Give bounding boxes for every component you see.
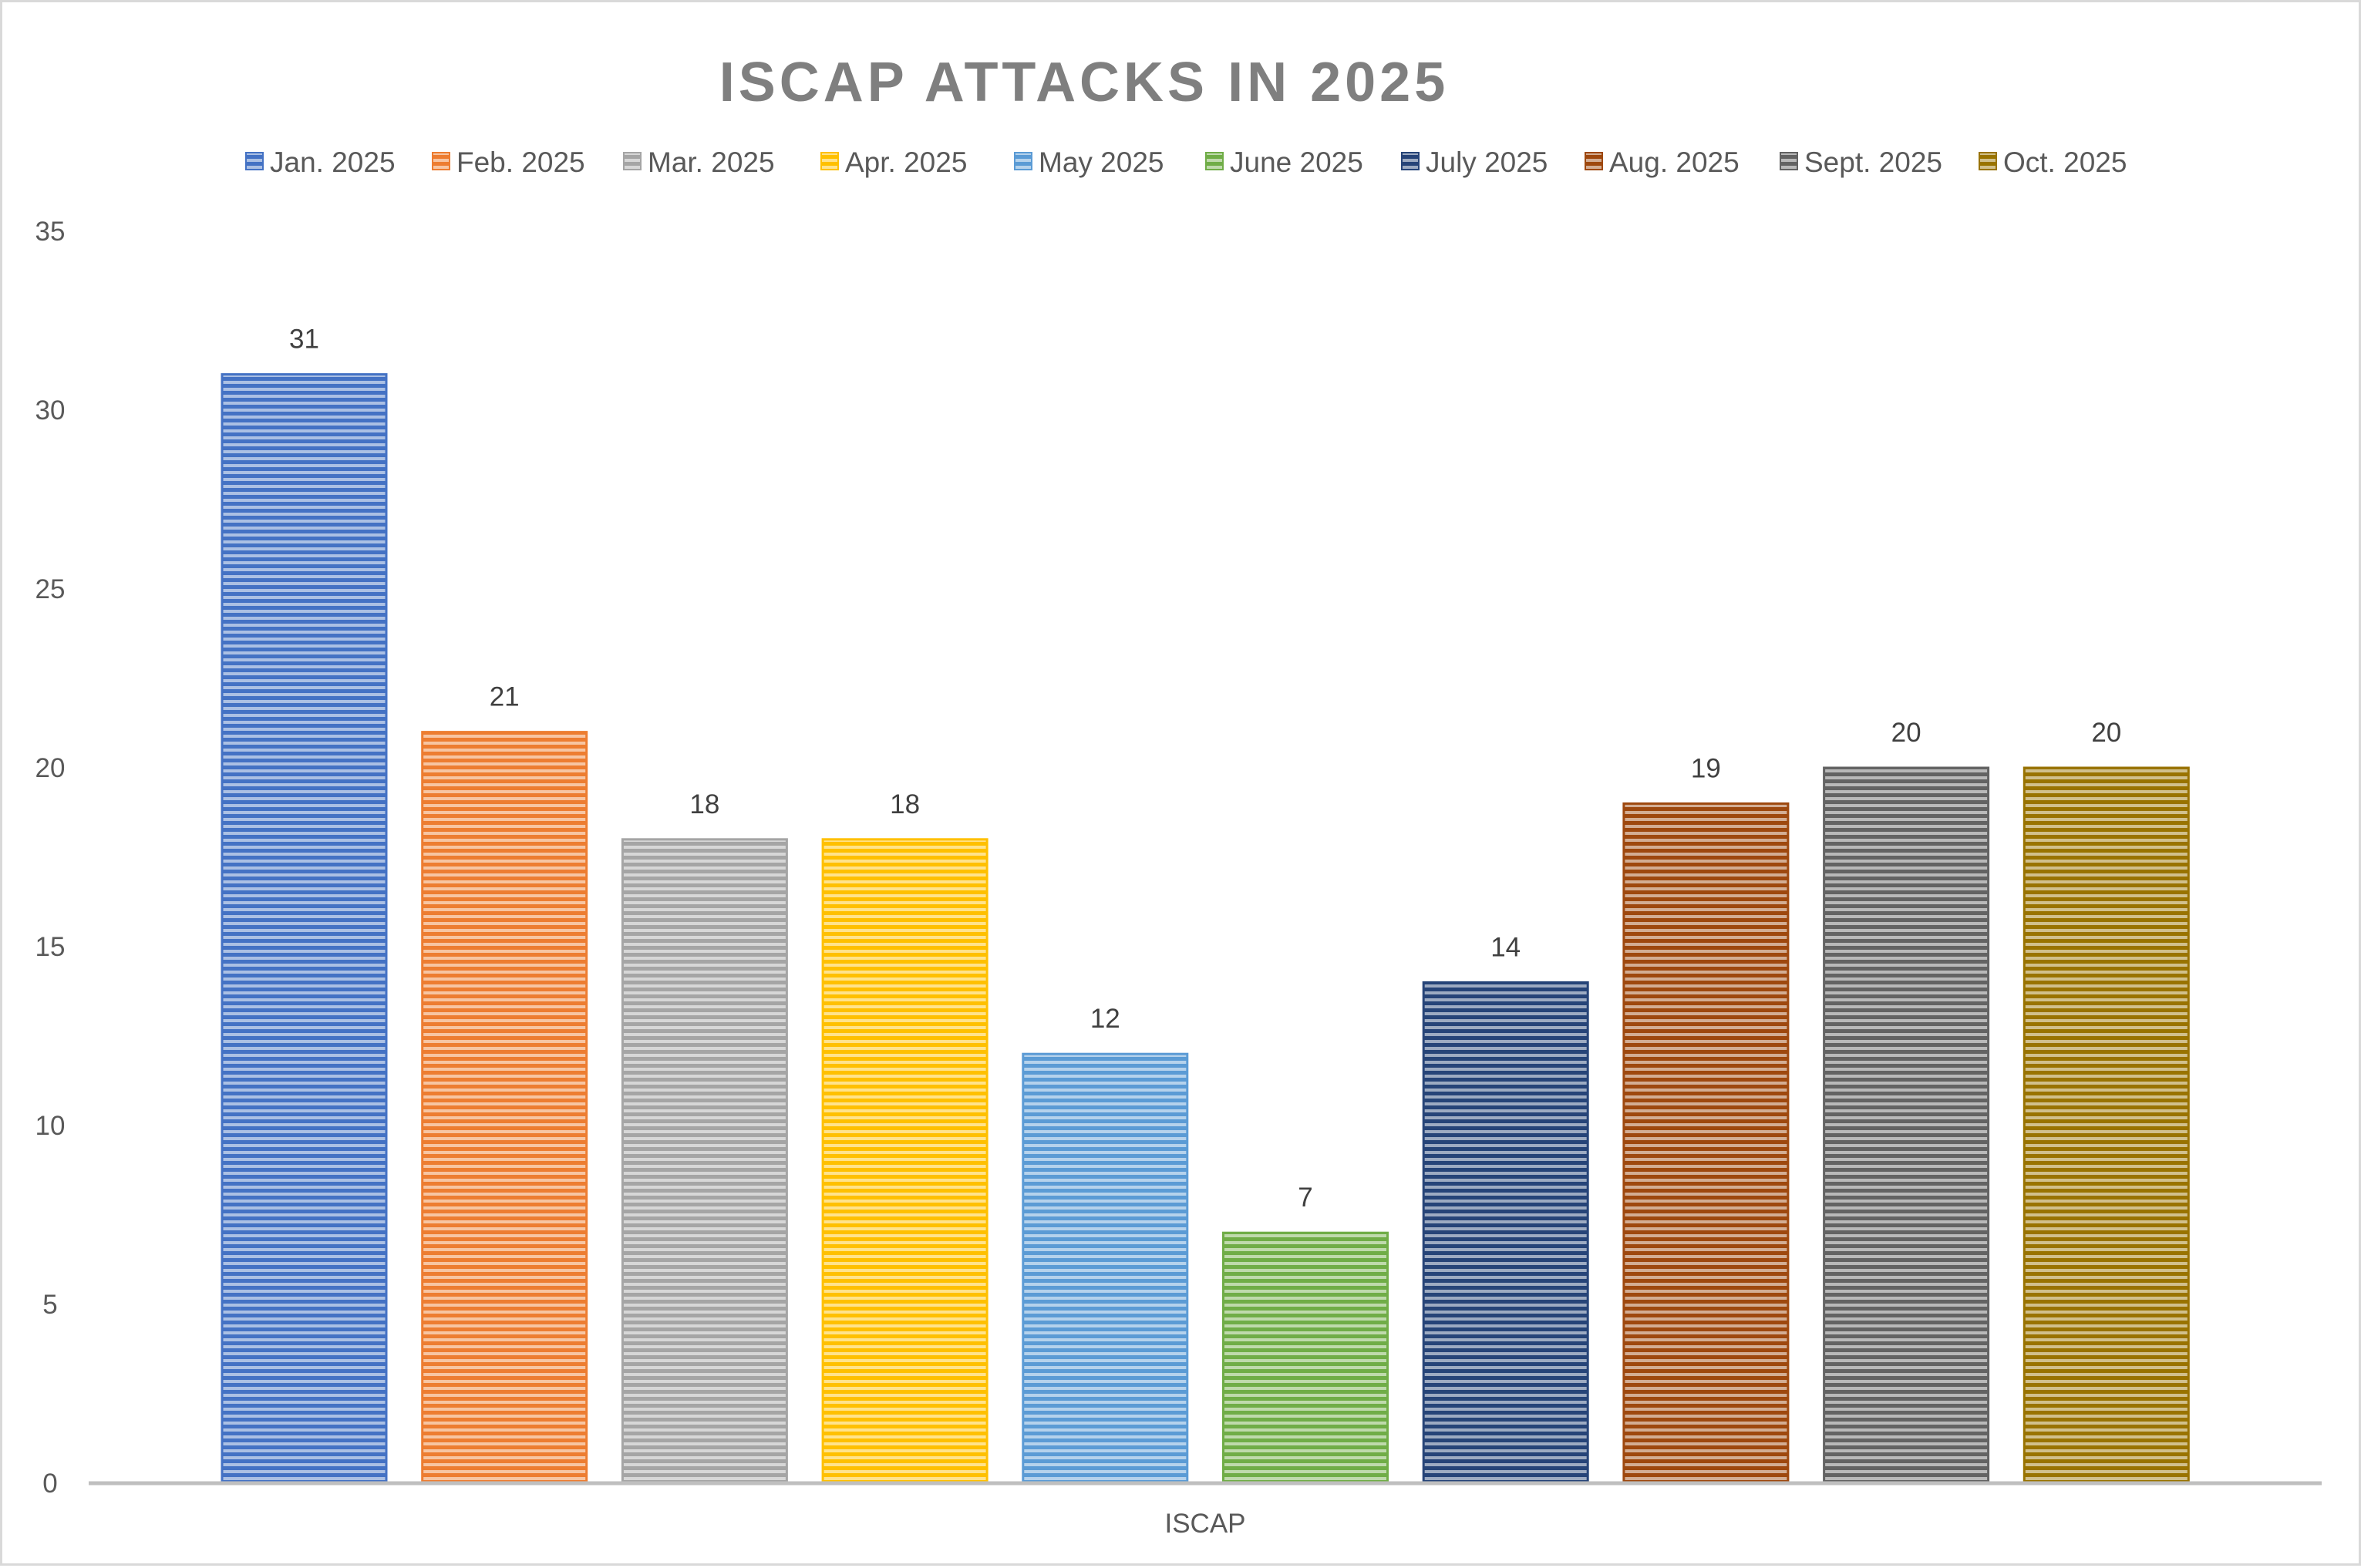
y-tick-label: 35 xyxy=(35,217,66,247)
y-tick-label: 20 xyxy=(35,753,66,783)
legend-item: Aug. 2025 xyxy=(1585,146,1740,178)
y-tick-label: 30 xyxy=(35,395,66,426)
legend-swatch xyxy=(245,152,264,170)
data-label: 19 xyxy=(1691,753,1721,783)
legend-swatch xyxy=(623,152,642,170)
legend-swatch xyxy=(1014,152,1032,170)
legend-label: Aug. 2025 xyxy=(1609,146,1740,178)
legend-swatch xyxy=(1780,152,1798,170)
data-label: 7 xyxy=(1298,1183,1312,1213)
legend-item: June 2025 xyxy=(1205,146,1363,178)
bar-oct-2025 xyxy=(2023,766,2190,1485)
y-tick-label: 10 xyxy=(35,1111,66,1141)
data-label: 14 xyxy=(1490,932,1521,962)
legend-label: June 2025 xyxy=(1230,146,1363,178)
y-tick-label: 0 xyxy=(42,1469,57,1499)
legend-item: Apr. 2025 xyxy=(820,146,967,178)
bar-feb-2025 xyxy=(421,731,588,1485)
legend-label: May 2025 xyxy=(1039,146,1164,178)
legend-swatch xyxy=(432,152,450,170)
data-label: 21 xyxy=(490,682,520,712)
legend-swatch xyxy=(820,152,839,170)
bar-apr-2025 xyxy=(821,838,989,1485)
data-label: 31 xyxy=(289,325,319,355)
bar-mar-2025 xyxy=(621,838,788,1485)
bar-sept-2025 xyxy=(1823,766,1990,1485)
data-label: 20 xyxy=(1891,718,1921,748)
bar-june-2025 xyxy=(1222,1231,1389,1485)
data-label: 20 xyxy=(2091,718,2121,748)
bar-july-2025 xyxy=(1422,981,1589,1485)
legend-item: Jan. 2025 xyxy=(245,146,396,178)
legend-swatch xyxy=(1585,152,1603,170)
legend-item: July 2025 xyxy=(1401,146,1548,178)
legend-label: Apr. 2025 xyxy=(845,146,967,178)
bar-may-2025 xyxy=(1022,1052,1189,1485)
bar-jan-2025 xyxy=(221,373,388,1485)
x-category-label: ISCAP xyxy=(1164,1509,1245,1539)
legend-item: May 2025 xyxy=(1014,146,1164,178)
legend-item: Mar. 2025 xyxy=(623,146,775,178)
data-label: 18 xyxy=(890,789,920,819)
legend-label: Sept. 2025 xyxy=(1804,146,1942,178)
legend-label: Jan. 2025 xyxy=(270,146,396,178)
legend-item: Sept. 2025 xyxy=(1780,146,1942,178)
data-label: 12 xyxy=(1090,1004,1120,1034)
legend-label: July 2025 xyxy=(1426,146,1548,178)
data-labels: 31 21 18 18 12 7 14 19 20 20 xyxy=(289,325,2121,1213)
legend-item: Feb. 2025 xyxy=(432,146,585,178)
legend-swatch xyxy=(1205,152,1224,170)
bars xyxy=(221,373,2190,1485)
legend: Jan. 2025 Feb. 2025 Mar. 2025 Apr. 2025 May … xyxy=(245,146,2127,178)
legend-swatch xyxy=(1979,152,1997,170)
legend-item: Oct. 2025 xyxy=(1979,146,2127,178)
legend-label: Oct. 2025 xyxy=(2003,146,2127,178)
legend-label: Mar. 2025 xyxy=(648,146,775,178)
y-tick-label: 25 xyxy=(35,574,66,604)
y-tick-label: 5 xyxy=(42,1290,57,1320)
legend-swatch xyxy=(1401,152,1420,170)
data-label: 18 xyxy=(689,789,719,819)
y-tick-label: 15 xyxy=(35,932,66,962)
bar-aug-2025 xyxy=(1622,802,1790,1485)
legend-label: Feb. 2025 xyxy=(456,146,585,178)
chart-title: ISCAP ATTACKS IN 2025 xyxy=(719,52,1450,113)
y-axis: 0 5 10 15 20 25 30 35 xyxy=(35,217,66,1499)
